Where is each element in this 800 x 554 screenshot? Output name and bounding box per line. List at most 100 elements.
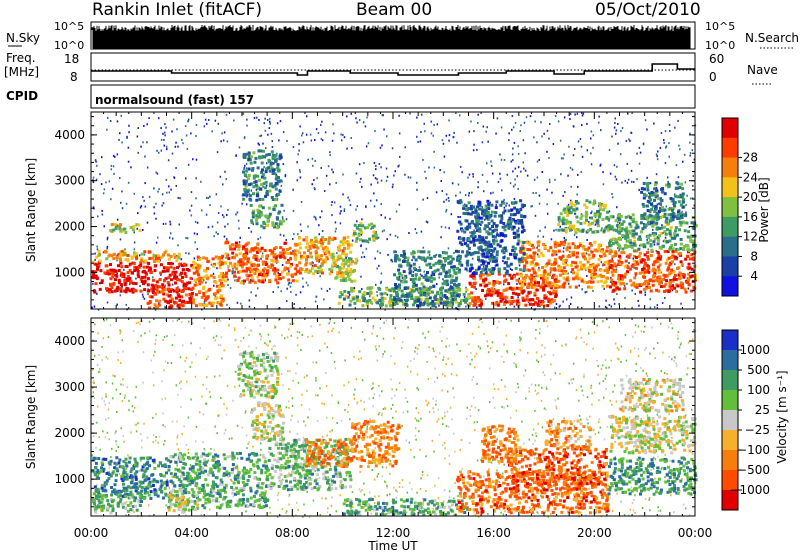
data-cell	[550, 298, 554, 302]
data-cell	[312, 245, 316, 249]
data-cell	[653, 183, 657, 187]
data-cell	[669, 261, 673, 265]
data-cell	[298, 271, 302, 275]
data-cell	[270, 259, 274, 263]
data-cell	[160, 138, 163, 141]
data-cell	[497, 292, 501, 295]
data-cell	[112, 257, 116, 260]
data-cell	[412, 270, 415, 273]
data-cell	[223, 216, 225, 219]
data-cell	[561, 254, 565, 258]
data-cell	[136, 269, 140, 273]
data-cell	[632, 259, 636, 263]
data-cell	[361, 239, 365, 243]
data-cell	[168, 273, 172, 277]
data-cell	[261, 278, 265, 282]
data-cell	[575, 255, 579, 259]
data-cell	[473, 296, 477, 300]
data-cell	[536, 176, 539, 179]
data-cell	[302, 141, 305, 144]
data-cell	[414, 296, 418, 299]
data-cell	[207, 226, 210, 229]
data-cell	[133, 248, 136, 251]
data-cell	[637, 254, 641, 258]
data-cell	[554, 280, 558, 283]
data-cell	[516, 175, 519, 178]
data-cell	[579, 264, 583, 268]
data-cell	[686, 255, 690, 258]
data-cell	[156, 259, 160, 263]
data-cell	[444, 226, 447, 229]
data-cell	[640, 190, 644, 194]
data-cell	[258, 156, 262, 160]
nsearch-tick-top: 10^5	[705, 20, 735, 33]
data-cell	[661, 205, 664, 209]
data-cell	[286, 267, 290, 271]
data-cell	[275, 260, 279, 263]
data-cell	[665, 274, 669, 278]
data-cell	[552, 299, 556, 303]
data-cell	[318, 233, 320, 236]
data-cell	[476, 205, 479, 209]
data-cell	[215, 193, 218, 196]
data-cell	[541, 277, 545, 281]
data-cell	[602, 203, 606, 207]
data-cell	[692, 175, 694, 178]
data-cell	[628, 253, 632, 257]
data-cell	[362, 121, 365, 124]
data-cell	[254, 249, 258, 253]
data-cell	[644, 215, 648, 219]
data-cell	[520, 288, 523, 292]
data-cell	[668, 263, 672, 267]
data-cell	[242, 245, 246, 249]
data-cell	[581, 254, 585, 258]
data-cell	[590, 221, 594, 225]
data-cell	[118, 254, 122, 258]
data-cell	[321, 120, 323, 123]
data-cell	[166, 281, 170, 284]
data-cell	[517, 239, 521, 243]
data-cell	[676, 267, 679, 270]
data-cell	[343, 246, 346, 250]
data-cell	[678, 144, 680, 147]
data-cell	[243, 181, 247, 185]
data-cell	[165, 222, 167, 225]
data-cell	[692, 184, 694, 187]
data-cell	[468, 192, 470, 195]
data-cell	[552, 291, 556, 295]
data-cell	[135, 277, 137, 280]
data-cell	[177, 145, 179, 148]
data-cell	[346, 295, 350, 299]
data-cell	[167, 253, 170, 257]
data-cell	[586, 248, 590, 252]
data-cell	[596, 280, 600, 284]
data-cell	[656, 215, 660, 219]
data-cell	[640, 283, 644, 287]
data-cell	[538, 194, 541, 197]
data-cell	[305, 258, 308, 261]
data-cell	[644, 270, 647, 274]
data-cell	[177, 256, 181, 260]
data-cell	[258, 204, 262, 208]
data-cell	[193, 257, 196, 260]
data-cell	[217, 275, 221, 278]
data-cell	[360, 177, 362, 180]
data-cell	[486, 273, 490, 277]
data-cell	[299, 256, 303, 260]
data-cell	[625, 264, 629, 268]
data-cell	[346, 147, 348, 150]
data-cell	[333, 132, 335, 135]
data-cell	[651, 232, 655, 235]
data-cell	[223, 235, 226, 238]
data-cell	[271, 155, 275, 159]
data-cell	[364, 125, 367, 128]
data-cell	[300, 229, 302, 232]
data-cell	[464, 204, 468, 208]
data-cell	[342, 133, 344, 136]
data-cell	[133, 265, 137, 269]
data-cell	[487, 281, 491, 285]
data-cell	[653, 243, 656, 246]
data-cell	[376, 178, 378, 181]
data-cell	[243, 188, 247, 192]
data-cell	[689, 275, 693, 279]
